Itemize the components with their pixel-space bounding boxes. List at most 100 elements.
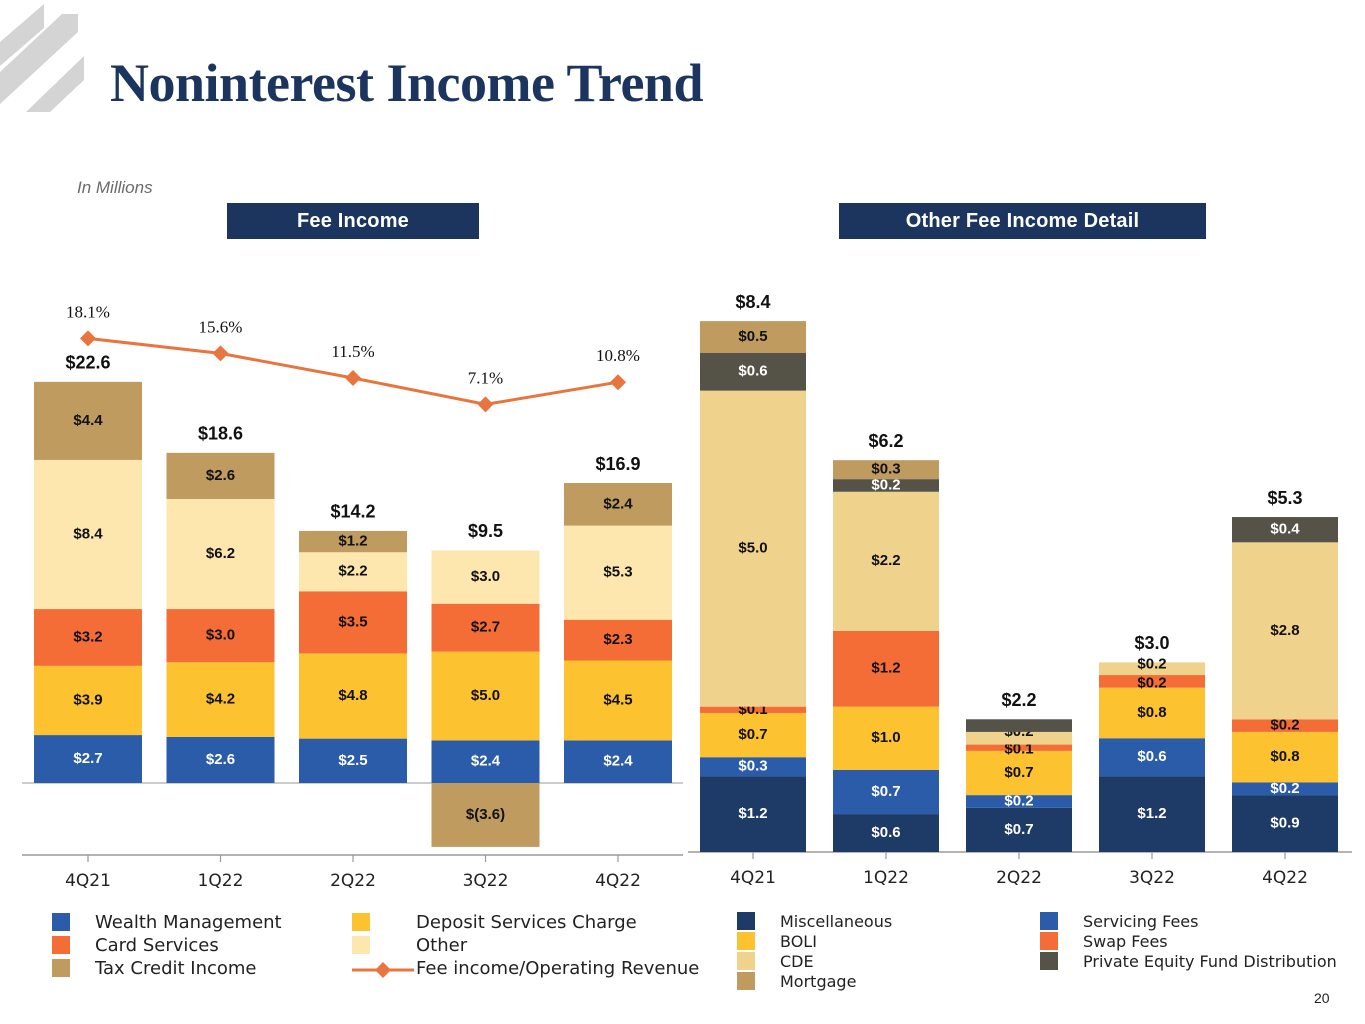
fee-bar-tax-credit-income-3q22 xyxy=(431,783,540,847)
fee-ratio-marker xyxy=(610,374,626,391)
other-bar-swap-fees-1q22 xyxy=(833,630,939,707)
fee-data-label: $2.4 xyxy=(603,495,633,512)
fee-data-label: $2.4 xyxy=(471,753,501,770)
other-total-label: $6.2 xyxy=(868,431,903,451)
fee-ratio-marker xyxy=(345,370,361,386)
fee-bar-tax-credit-income-4q22 xyxy=(564,483,672,526)
other-data-label: $0.7 xyxy=(738,726,767,743)
other-bar-servicing-fees-4q22 xyxy=(1232,782,1338,796)
legend-label: Private Equity Fund Distribution xyxy=(1083,952,1337,971)
fee-bar-other-2q22 xyxy=(299,552,407,592)
other-category-label: 4Q22 xyxy=(1262,868,1308,888)
fee-bar-other-4q21 xyxy=(34,459,142,610)
other-data-label: $0.7 xyxy=(1004,821,1033,838)
fee-bar-tax-credit-income-1q22 xyxy=(166,452,275,499)
other-data-label: $0.2 xyxy=(1004,705,1033,722)
other-bar-private-equity-fund-distribution-1q22 xyxy=(833,479,939,492)
other-bar-private-equity-fund-distribution-4q22 xyxy=(1232,517,1338,543)
other-data-label: $0.2 xyxy=(1137,674,1166,691)
fee-total-label: $22.6 xyxy=(65,353,110,373)
company-logo-icon xyxy=(0,4,84,112)
fee-bar-other-4q22 xyxy=(564,525,672,620)
other-bar-boli-4q22 xyxy=(1232,731,1338,783)
fee-ratio-label: 11.5% xyxy=(331,342,374,361)
fee-category-label: 4Q22 xyxy=(595,871,641,891)
fee-bar-other-1q22 xyxy=(166,499,275,610)
fee-ratio-marker xyxy=(212,345,229,362)
fee-total-label: $18.6 xyxy=(198,424,243,444)
legend-swatch xyxy=(52,936,70,954)
fee-data-label: $3.9 xyxy=(73,691,102,708)
fee-data-label: $2.4 xyxy=(603,753,633,770)
fee-data-label: $4.8 xyxy=(338,687,367,704)
legend-swatch xyxy=(352,936,370,954)
legend-swatch xyxy=(1040,952,1058,970)
fee-data-label: $5.0 xyxy=(471,687,500,704)
fee-data-label: $2.7 xyxy=(73,750,102,767)
legend-swatch xyxy=(52,913,70,931)
other-data-label: $0.6 xyxy=(738,363,767,380)
fee-bar-tax-credit-income-4q21 xyxy=(34,381,142,460)
fee-data-label: $3.2 xyxy=(73,628,102,645)
other-bar-cde-4q21 xyxy=(700,390,806,707)
other-total-label: $3.0 xyxy=(1134,633,1169,653)
fee-data-label: $1.2 xyxy=(338,533,367,550)
fee-data-label: $3.5 xyxy=(338,613,367,630)
other-bar-mortgage-4q21 xyxy=(700,321,806,353)
fee-bar-deposit-services-charge-4q22 xyxy=(564,660,672,741)
fee-bar-wealth-management-4q22 xyxy=(564,740,672,783)
fee-bar-card-services-1q22 xyxy=(166,609,275,663)
fee-data-label: $4.4 xyxy=(73,412,103,429)
fee-data-label: $5.3 xyxy=(603,564,632,581)
fee-data-label: $2.6 xyxy=(206,751,235,768)
fee-category-label: 3Q22 xyxy=(463,871,509,891)
fee-data-label: $8.4 xyxy=(73,525,103,542)
other-data-label: $0.2 xyxy=(1004,792,1033,809)
fee-data-label: $3.0 xyxy=(206,627,235,644)
other-bar-swap-fees-3q22 xyxy=(1099,675,1205,688)
fee-data-label: $3.0 xyxy=(471,568,500,585)
legend-label: Other xyxy=(416,935,468,956)
legend-label: Miscellaneous xyxy=(780,912,893,931)
other-bar-private-equity-fund-distribution-2q22 xyxy=(966,719,1072,732)
fee-bar-other-3q22 xyxy=(431,550,540,604)
other-total-label: $2.2 xyxy=(1001,690,1036,710)
fee-bar-card-services-2q22 xyxy=(299,591,407,654)
fee-data-label: $2.3 xyxy=(603,631,632,648)
legend-swatch xyxy=(737,952,755,970)
fee-bar-deposit-services-charge-2q22 xyxy=(299,653,407,739)
other-data-label: $0.6 xyxy=(871,824,900,841)
other-category-label: 2Q22 xyxy=(996,868,1042,888)
other-bar-miscellaneous-2q22 xyxy=(966,807,1072,852)
other-bar-boli-4q21 xyxy=(700,712,806,758)
fee-data-label: $6.2 xyxy=(206,545,235,562)
other-bar-boli-2q22 xyxy=(966,750,1072,796)
other-data-label: $0.2 xyxy=(1270,717,1299,734)
fee-bar-deposit-services-charge-1q22 xyxy=(166,662,275,737)
other-data-label: $2.2 xyxy=(871,552,900,569)
other-bar-servicing-fees-2q22 xyxy=(966,795,1072,808)
fee-bar-card-services-3q22 xyxy=(431,603,540,652)
fee-bar-deposit-services-charge-3q22 xyxy=(431,651,540,741)
other-data-label: $1.2 xyxy=(738,805,767,822)
fee-bar-wealth-management-3q22 xyxy=(431,740,540,783)
other-bar-servicing-fees-1q22 xyxy=(833,769,939,815)
other-data-label: $1.2 xyxy=(1137,805,1166,822)
other-data-label: $1.2 xyxy=(871,660,900,677)
other-bar-swap-fees-4q21 xyxy=(700,706,806,713)
fee-income-header: Fee Income xyxy=(227,203,479,239)
fee-data-label: $2.5 xyxy=(338,752,367,769)
other-bar-miscellaneous-1q22 xyxy=(833,814,939,852)
page-number: 20 xyxy=(1314,990,1330,1006)
fee-bar-card-services-4q22 xyxy=(564,619,672,661)
other-data-label: $0.3 xyxy=(871,461,900,478)
other-data-label: $0.7 xyxy=(871,783,900,800)
other-data-label: $5.0 xyxy=(738,540,767,557)
other-bar-servicing-fees-3q22 xyxy=(1099,738,1205,777)
other-bar-servicing-fees-4q21 xyxy=(700,757,806,777)
other-category-label: 4Q21 xyxy=(730,868,776,888)
fee-total-label: $14.2 xyxy=(330,502,375,522)
charts-canvas: $2.7 $3.9 $3.2 $8.4 $4.4 $22.6 4Q21 $2.6 $4.2 $3.… xyxy=(22,292,1352,891)
other-total-label: $5.3 xyxy=(1267,488,1302,508)
other-bar-mortgage-1q22 xyxy=(833,460,939,480)
